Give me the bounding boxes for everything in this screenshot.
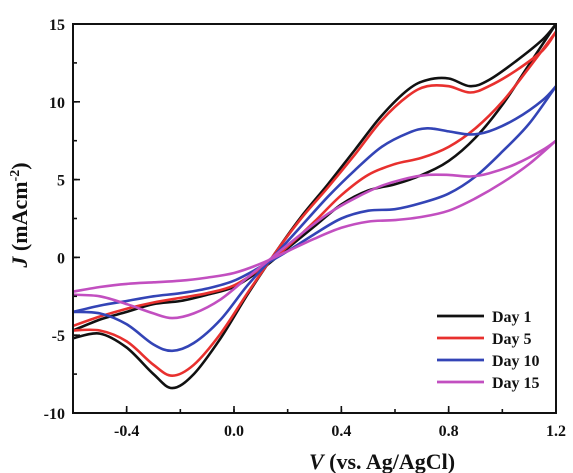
x-tick-label: 0.0	[224, 423, 244, 440]
ticks-layer: -0.4 0.0 0.4 0.8 1.2 -10 -5 0 5 10 15	[44, 17, 566, 440]
y-tick-label: 10	[49, 95, 65, 112]
y-axis-label-exp: -2	[8, 170, 23, 182]
y-tick-label: 15	[49, 17, 65, 34]
legend-label-day-15: Day 15	[492, 375, 540, 392]
x-axis-label-text: (vs. Ag/AgCl)	[324, 449, 455, 473]
y-axis-label-var: J	[7, 256, 32, 269]
y-axis-label: J (mAcm-2)	[7, 162, 32, 268]
x-tick-label: 0.8	[439, 423, 459, 440]
y-axis-label-close: )	[7, 162, 32, 169]
x-axis-label-var: V	[309, 449, 326, 473]
series-line-day-15-reverse	[72, 139, 557, 293]
legend-label-day-1: Day 1	[492, 309, 532, 326]
legend: Day 1 Day 5 Day 10 Day 15	[437, 309, 540, 392]
y-tick-label: 0	[57, 250, 65, 267]
x-tick-label: 0.4	[331, 423, 351, 440]
y-tick-label: 5	[57, 173, 65, 190]
legend-label-day-10: Day 10	[492, 353, 540, 370]
x-tick-label: -0.4	[114, 423, 139, 440]
y-tick-label: -5	[52, 328, 65, 345]
series-layer	[72, 23, 558, 390]
series-line-day-5-forward	[72, 31, 558, 377]
series-line-day-10-forward	[72, 85, 557, 353]
series-line-day-1-forward	[72, 23, 558, 390]
series-line-day-1-reverse	[72, 23, 558, 332]
series-line-day-5-reverse	[72, 31, 558, 328]
series-line-day-15-forward	[72, 139, 557, 320]
x-tick-label: 1.2	[546, 423, 566, 440]
y-tick-label: -10	[44, 406, 65, 423]
legend-label-day-5: Day 5	[492, 331, 532, 348]
y-axis-label-unit: (mAcm	[7, 181, 32, 256]
x-axis-label: V (vs. Ag/AgCl)	[309, 449, 455, 473]
